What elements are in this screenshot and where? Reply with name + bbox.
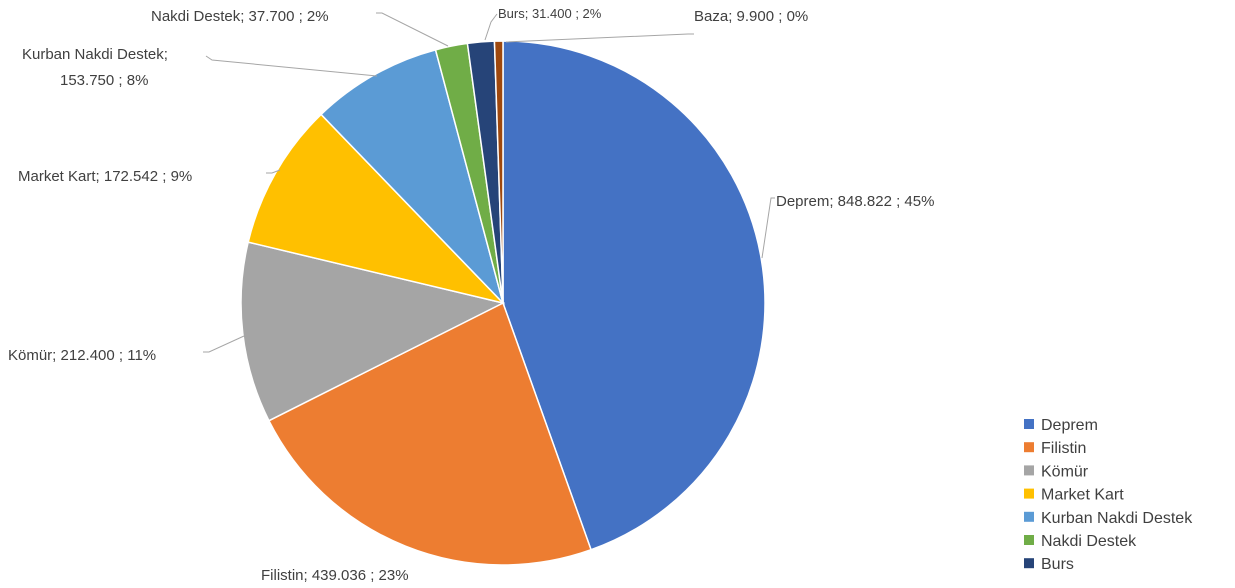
- legend-label-market-kart: Market Kart: [1041, 487, 1124, 504]
- legend-swatch-market-kart: [1024, 488, 1034, 499]
- data-label-burs: Burs; 31.400 ; 2%: [498, 6, 602, 21]
- legend-label-filistin: Filistin: [1041, 440, 1086, 457]
- data-labels: Deprem; 848.822 ; 45% Filistin; 439.036 ;…: [8, 6, 934, 584]
- legend-label-burs: Burs: [1041, 556, 1074, 573]
- legend-label-deprem: Deprem: [1041, 417, 1098, 434]
- legend-swatch-burs: [1024, 558, 1034, 569]
- legend-swatch-deprem: [1024, 419, 1034, 429]
- pie-slice-komur: [240, 241, 506, 422]
- leader-line-komur: [203, 335, 245, 353]
- data-label-komur: Kömür; 212.400 ; 11%: [8, 347, 156, 364]
- legend-swatch-nakdi-destek: [1024, 535, 1034, 545]
- pie-slice-baza: [493, 40, 504, 304]
- legend-swatch-komur: [1024, 465, 1034, 476]
- pie-slices: [240, 40, 766, 566]
- legend-label-kurban-nakdi-destek: Kurban Nakdi Destek: [1041, 510, 1193, 527]
- leader-line-nakdi-destek: [376, 12, 449, 47]
- pie-slice-market-kart: [247, 113, 506, 305]
- leader-line-burs: [484, 13, 498, 41]
- data-label-deprem: Deprem; 848.822 ; 45%: [776, 193, 934, 210]
- leader-line-baza: [505, 33, 694, 43]
- leader-line-market-kart: [266, 169, 281, 174]
- data-label-kurban-nakdi-destek-line-1: Kurban Nakdi Destek;: [22, 46, 168, 63]
- legend-label-nakdi-destek: Nakdi Destek: [1041, 533, 1137, 550]
- data-label-baza: Baza; 9.900 ; 0%: [694, 8, 808, 25]
- legend-label-komur: Kömür: [1041, 463, 1089, 480]
- leader-line-kurban-nakdi-destek: [205, 55, 378, 77]
- leader-lines: [203, 12, 775, 353]
- data-label-filistin: Filistin; 439.036 ; 23%: [261, 567, 409, 584]
- pie-slice-filistin: [267, 301, 593, 566]
- pie-slice-deprem: [502, 40, 766, 551]
- pie-slice-kurban-nakdi-destek: [320, 48, 505, 306]
- data-label-market-kart: Market Kart; 172.542 ; 9%: [18, 168, 192, 185]
- legend-swatch-filistin: [1024, 442, 1034, 453]
- leader-line-deprem: [761, 197, 775, 259]
- data-label-kurban-nakdi-destek-line-2: 153.750 ; 8%: [60, 72, 148, 89]
- legend: Deprem Filistin Kömür Market Kart Kurban Nak…: [1024, 417, 1193, 573]
- data-label-nakdi-destek: Nakdi Destek; 37.700 ; 2%: [151, 8, 329, 25]
- legend-swatch-kurban-nakdi-destek: [1024, 511, 1034, 522]
